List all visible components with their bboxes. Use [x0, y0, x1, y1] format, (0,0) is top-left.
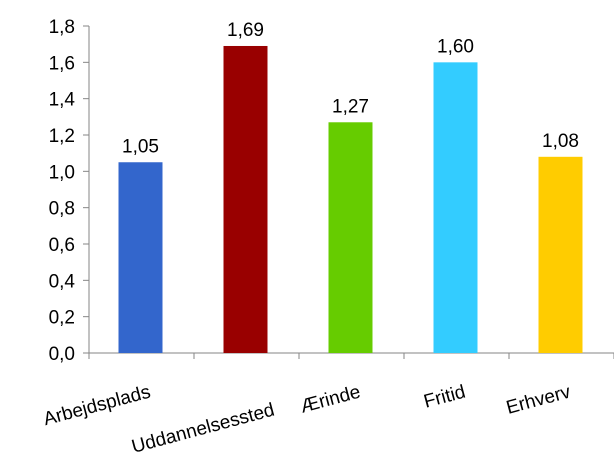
- y-axis: 0,0 0,2 0,4 0,6 0,8 1,0 1,2 1,4 1,6 1,8: [49, 17, 90, 365]
- bar-fritid: [433, 62, 478, 353]
- y-tick-label: 1,0: [49, 162, 75, 183]
- data-label: 1,08: [542, 131, 579, 152]
- y-tick-label: 0,2: [49, 308, 75, 329]
- y-tick-label: 0,4: [49, 271, 76, 292]
- category-label: Fritid: [422, 382, 468, 413]
- category-label: Ærinde: [298, 382, 363, 418]
- bar-uddannelsessted: [223, 45, 268, 353]
- category-label: Arbejdsplads: [41, 382, 153, 431]
- data-label: 1,05: [122, 136, 159, 157]
- y-tick-label: 0,8: [49, 199, 75, 220]
- bars: [118, 45, 583, 354]
- y-tick-label: 1,6: [49, 53, 75, 74]
- data-label: 1,60: [437, 36, 474, 57]
- y-tick-label: 1,8: [49, 17, 75, 38]
- category-label: Uddannelsessted: [130, 400, 277, 452]
- y-tick-label: 1,4: [49, 90, 76, 111]
- y-tick-label: 0,6: [49, 235, 75, 256]
- category-label: Erhverv: [504, 381, 573, 418]
- bar-erhverv: [538, 156, 583, 353]
- data-labels: 1,05 1,69 1,27 1,60 1,08: [122, 20, 579, 157]
- y-tick-label: 0,0: [49, 344, 75, 365]
- data-label: 1,27: [332, 96, 369, 117]
- y-tick-label: 1,2: [49, 126, 75, 147]
- bar-arbejdsplads: [118, 162, 163, 353]
- data-label: 1,69: [227, 20, 264, 41]
- bar-ærinde: [328, 122, 373, 354]
- x-axis: [88, 352, 614, 359]
